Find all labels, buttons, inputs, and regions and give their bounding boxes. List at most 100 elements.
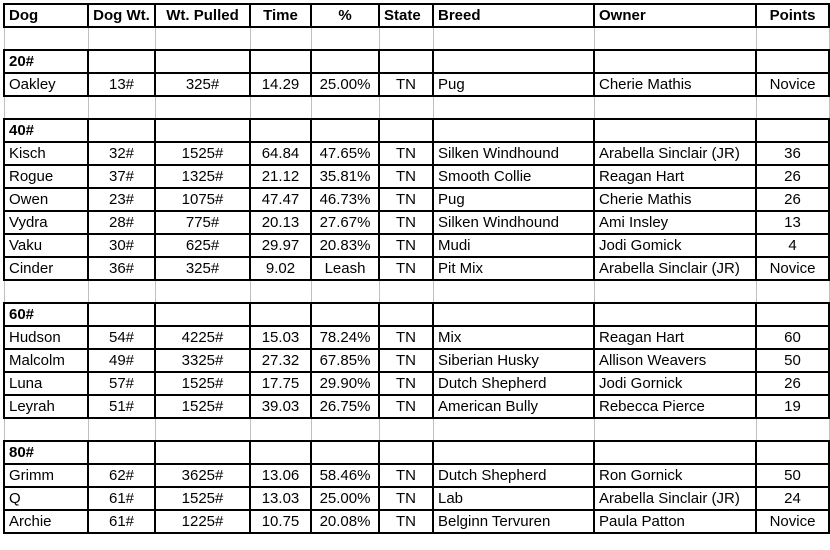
- breed-cell[interactable]: Pug: [432, 187, 595, 212]
- owner-cell[interactable]: Jodi Gornick: [593, 371, 757, 396]
- weight-class-label[interactable]: 40#: [3, 118, 89, 143]
- weight-pulled-cell[interactable]: 1525#: [154, 141, 251, 166]
- state-cell[interactable]: TN: [378, 371, 434, 396]
- weight-pulled-cell[interactable]: 625#: [154, 233, 251, 258]
- weight-pulled-cell[interactable]: 1225#: [154, 509, 251, 534]
- dog-name-cell[interactable]: Q: [3, 486, 89, 511]
- weight-pulled-cell[interactable]: 325#: [154, 72, 251, 97]
- owner-cell[interactable]: Allison Weavers: [593, 348, 757, 373]
- breed-cell[interactable]: Smooth Collie: [432, 164, 595, 189]
- column-header-state[interactable]: State: [378, 3, 434, 28]
- percent-cell[interactable]: 26.75%: [310, 394, 380, 419]
- dog-weight-cell[interactable]: 37#: [87, 164, 156, 189]
- owner-cell[interactable]: Ami Insley: [593, 210, 757, 235]
- points-cell[interactable]: 13: [755, 210, 830, 235]
- percent-cell[interactable]: 25.00%: [310, 486, 380, 511]
- breed-cell[interactable]: Dutch Shepherd: [432, 371, 595, 396]
- time-cell[interactable]: 64.84: [249, 141, 312, 166]
- state-cell[interactable]: TN: [378, 394, 434, 419]
- owner-cell[interactable]: Rebecca Pierce: [593, 394, 757, 419]
- breed-cell[interactable]: Belginn Tervuren: [432, 509, 595, 534]
- weight-pulled-cell[interactable]: 325#: [154, 256, 251, 281]
- points-cell[interactable]: 26: [755, 187, 830, 212]
- breed-cell[interactable]: American Bully: [432, 394, 595, 419]
- state-cell[interactable]: TN: [378, 463, 434, 488]
- points-cell[interactable]: Novice: [755, 509, 830, 534]
- dog-weight-cell[interactable]: 49#: [87, 348, 156, 373]
- owner-cell[interactable]: Paula Patton: [593, 509, 757, 534]
- dog-weight-cell[interactable]: 54#: [87, 325, 156, 350]
- weight-pulled-cell[interactable]: 775#: [154, 210, 251, 235]
- dog-name-cell[interactable]: Luna: [3, 371, 89, 396]
- dog-weight-cell[interactable]: 32#: [87, 141, 156, 166]
- owner-cell[interactable]: Cherie Mathis: [593, 72, 757, 97]
- time-cell[interactable]: 39.03: [249, 394, 312, 419]
- time-cell[interactable]: 29.97: [249, 233, 312, 258]
- weight-pulled-cell[interactable]: 1525#: [154, 371, 251, 396]
- breed-cell[interactable]: Siberian Husky: [432, 348, 595, 373]
- points-cell[interactable]: 36: [755, 141, 830, 166]
- dog-name-cell[interactable]: Hudson: [3, 325, 89, 350]
- time-cell[interactable]: 9.02: [249, 256, 312, 281]
- percent-cell[interactable]: 25.00%: [310, 72, 380, 97]
- percent-cell[interactable]: 67.85%: [310, 348, 380, 373]
- dog-weight-cell[interactable]: 57#: [87, 371, 156, 396]
- dog-name-cell[interactable]: Oakley: [3, 72, 89, 97]
- owner-cell[interactable]: Arabella Sinclair (JR): [593, 486, 757, 511]
- weight-pulled-cell[interactable]: 4225#: [154, 325, 251, 350]
- state-cell[interactable]: TN: [378, 72, 434, 97]
- time-cell[interactable]: 47.47: [249, 187, 312, 212]
- breed-cell[interactable]: Dutch Shepherd: [432, 463, 595, 488]
- dog-name-cell[interactable]: Vydra: [3, 210, 89, 235]
- state-cell[interactable]: TN: [378, 325, 434, 350]
- owner-cell[interactable]: Ron Gornick: [593, 463, 757, 488]
- time-cell[interactable]: 21.12: [249, 164, 312, 189]
- percent-cell[interactable]: 46.73%: [310, 187, 380, 212]
- percent-cell[interactable]: 29.90%: [310, 371, 380, 396]
- points-cell[interactable]: 26: [755, 164, 830, 189]
- breed-cell[interactable]: Mix: [432, 325, 595, 350]
- dog-name-cell[interactable]: Grimm: [3, 463, 89, 488]
- column-header-weight-pulled[interactable]: Wt. Pulled: [154, 3, 251, 28]
- owner-cell[interactable]: Jodi Gomick: [593, 233, 757, 258]
- breed-cell[interactable]: Pit Mix: [432, 256, 595, 281]
- dog-weight-cell[interactable]: 61#: [87, 509, 156, 534]
- time-cell[interactable]: 15.03: [249, 325, 312, 350]
- state-cell[interactable]: TN: [378, 256, 434, 281]
- weight-pulled-cell[interactable]: 3325#: [154, 348, 251, 373]
- dog-name-cell[interactable]: Kisch: [3, 141, 89, 166]
- percent-cell[interactable]: 35.81%: [310, 164, 380, 189]
- points-cell[interactable]: Novice: [755, 72, 830, 97]
- points-cell[interactable]: 60: [755, 325, 830, 350]
- weight-pulled-cell[interactable]: 1525#: [154, 486, 251, 511]
- state-cell[interactable]: TN: [378, 486, 434, 511]
- dog-name-cell[interactable]: Owen: [3, 187, 89, 212]
- dog-name-cell[interactable]: Leyrah: [3, 394, 89, 419]
- dog-weight-cell[interactable]: 13#: [87, 72, 156, 97]
- weight-class-label[interactable]: 20#: [3, 49, 89, 74]
- time-cell[interactable]: 14.29: [249, 72, 312, 97]
- points-cell[interactable]: 50: [755, 348, 830, 373]
- weight-pulled-cell[interactable]: 3625#: [154, 463, 251, 488]
- column-header-percent[interactable]: %: [310, 3, 380, 28]
- dog-weight-cell[interactable]: 28#: [87, 210, 156, 235]
- breed-cell[interactable]: Mudi: [432, 233, 595, 258]
- dog-weight-cell[interactable]: 61#: [87, 486, 156, 511]
- state-cell[interactable]: TN: [378, 210, 434, 235]
- column-header-breed[interactable]: Breed: [432, 3, 595, 28]
- owner-cell[interactable]: Reagan Hart: [593, 164, 757, 189]
- time-cell[interactable]: 17.75: [249, 371, 312, 396]
- time-cell[interactable]: 20.13: [249, 210, 312, 235]
- weight-pulled-cell[interactable]: 1325#: [154, 164, 251, 189]
- state-cell[interactable]: TN: [378, 187, 434, 212]
- time-cell[interactable]: 13.06: [249, 463, 312, 488]
- breed-cell[interactable]: Silken Windhound: [432, 210, 595, 235]
- dog-name-cell[interactable]: Vaku: [3, 233, 89, 258]
- column-header-dog-weight[interactable]: Dog Wt.: [87, 3, 156, 28]
- points-cell[interactable]: 19: [755, 394, 830, 419]
- dog-name-cell[interactable]: Archie: [3, 509, 89, 534]
- breed-cell[interactable]: Silken Windhound: [432, 141, 595, 166]
- percent-cell[interactable]: 78.24%: [310, 325, 380, 350]
- owner-cell[interactable]: Arabella Sinclair (JR): [593, 141, 757, 166]
- weight-pulled-cell[interactable]: 1075#: [154, 187, 251, 212]
